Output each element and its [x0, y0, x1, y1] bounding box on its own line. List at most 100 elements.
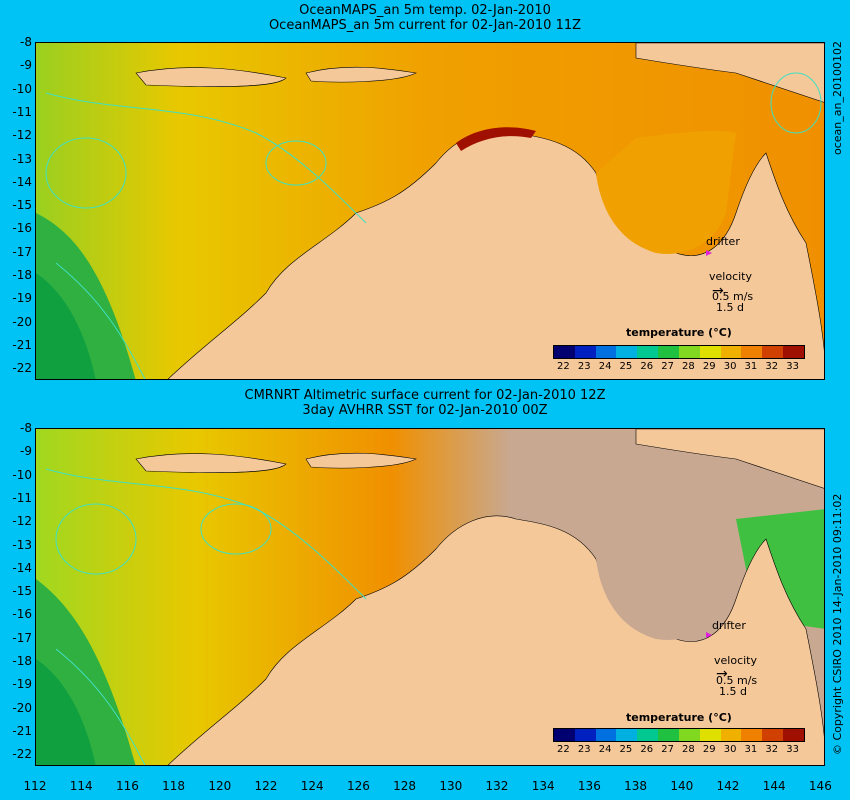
colorbar-tick-label: 33: [786, 361, 799, 372]
y-axis-tick-label: -9: [20, 444, 32, 459]
colorbar-segment: [616, 729, 638, 741]
y-axis-tick-label: -22: [12, 747, 32, 762]
x-axis-tick-label: 120: [208, 779, 232, 793]
colorbar-segment: [762, 729, 784, 741]
top-colorbar: [553, 345, 805, 359]
top-velocity-value: 0.5 m/s: [712, 290, 754, 303]
colorbar-tick-label: 24: [598, 361, 612, 372]
x-axis-tick-label: 128: [393, 779, 417, 793]
colorbar-tick-label: 23: [577, 361, 591, 372]
top-png-land: [635, 43, 824, 103]
y-axis-tick-label: -8: [20, 421, 32, 435]
bottom-velocity-label: velocity: [714, 654, 757, 667]
colorbar-tick-label: 22: [557, 361, 570, 372]
bottom-title-line2: 3day AVHRR SST for 02-Jan-2010 00Z: [302, 403, 548, 418]
y-axis-tick-label: -11: [12, 490, 32, 505]
top-legend-title: temperature (°C): [626, 326, 732, 339]
bottom-drifter-marker: [706, 632, 712, 638]
x-axis-tick-label: 134: [531, 779, 555, 793]
colorbar-tick-label: 28: [682, 744, 695, 755]
colorbar-tick-label: 28: [682, 361, 695, 372]
top-drifter-marker: [706, 250, 712, 256]
top-velocity-days: 1.5 d: [716, 301, 744, 314]
colorbar-tick-label: 30: [723, 744, 737, 755]
colorbar-segment: [616, 346, 638, 358]
y-axis-tick-label: -13: [12, 537, 32, 552]
y-axis-tick-label: -15: [12, 584, 32, 599]
bottom-velocity-arrow-icon: →: [716, 666, 728, 682]
y-axis-tick-label: -20: [12, 314, 32, 329]
x-axis-tick-label: 118: [162, 779, 186, 793]
colorbar-segment: [762, 346, 784, 358]
x-axis-tick-label: 122: [254, 779, 278, 793]
y-axis-tick-label: -19: [12, 677, 32, 692]
x-axis-tick-label: 142: [716, 779, 740, 793]
bottom-map-panel: drifter velocity → 0.5 m/s 1.5 d tempera…: [35, 428, 825, 766]
colorbar-tick-label: 31: [744, 744, 758, 755]
bottom-colorbar: [553, 728, 805, 742]
y-axis-tick-label: -14: [12, 560, 32, 575]
x-axis-tick-label: 114: [69, 779, 93, 793]
colorbar-segment: [637, 346, 659, 358]
bottom-png-land: [635, 429, 824, 489]
colorbar-tick-label: 27: [661, 361, 674, 372]
top-drifter-label: drifter: [706, 235, 740, 248]
y-axis-tick-label: -12: [12, 128, 32, 143]
y-axis-tick-label: -10: [12, 81, 32, 96]
colorbar-segment: [574, 729, 596, 741]
colorbar-segment: [658, 346, 679, 358]
x-axis-tick-label: 138: [624, 779, 648, 793]
colorbar-tick-label: 23: [577, 744, 591, 755]
bottom-drifter-label: drifter: [712, 619, 746, 632]
colorbar-tick-label: 24: [598, 744, 612, 755]
colorbar-segment: [678, 729, 700, 741]
colorbar-tick-label: 26: [640, 744, 654, 755]
y-axis-tick-label: -16: [12, 607, 32, 622]
top-side-label: ocean_an_20100102: [831, 41, 844, 155]
top-title-line1: OceanMAPS_an 5m temp. 02-Jan-2010: [299, 3, 551, 18]
x-axis-tick-label: 132: [485, 779, 509, 793]
colorbar-segment: [720, 346, 742, 358]
colorbar-segment: [678, 346, 700, 358]
colorbar-segment: [658, 729, 679, 741]
colorbar-segment: [554, 346, 575, 358]
x-axis-tick-label: 140: [670, 779, 694, 793]
top-map-svg: [36, 43, 824, 379]
colorbar-tick-label: 31: [744, 361, 758, 372]
y-axis-tick-label: -21: [12, 337, 32, 352]
y-axis-tick-label: -15: [12, 198, 32, 213]
colorbar-tick-label: 29: [702, 744, 716, 755]
top-title-line2: OceanMAPS_an 5m current for 02-Jan-2010 …: [268, 18, 582, 33]
colorbar-segment: [741, 346, 763, 358]
bottom-side-label: © Copyright CSIRO 2010 14-Jan-2010 09:11…: [831, 493, 844, 755]
colorbar-segment: [637, 729, 659, 741]
y-axis-tick-label: -10: [12, 467, 32, 482]
y-axis-tick-label: -17: [12, 630, 32, 645]
colorbar-tick-label: 32: [765, 361, 779, 372]
y-axis-tick-label: -17: [12, 244, 32, 259]
colorbar-segment: [741, 729, 763, 741]
colorbar-segment: [595, 729, 617, 741]
colorbar-segment: [720, 729, 742, 741]
colorbar-tick-label: 22: [557, 744, 570, 755]
x-axis-tick-label: 126: [346, 779, 370, 793]
colorbar-tick-label: 25: [619, 361, 633, 372]
y-axis-tick-label: -21: [12, 723, 32, 738]
colorbar-segment: [574, 346, 596, 358]
y-axis-tick-label: -19: [12, 291, 32, 306]
top-map-panel: drifter velocity → 0.5 m/s 1.5 d tempera…: [35, 42, 825, 380]
colorbar-tick-label: 30: [723, 361, 737, 372]
x-axis-tick-label: 146: [808, 779, 832, 793]
bottom-title-line1: CMRNRT Altimetric surface current for 02…: [244, 388, 606, 403]
x-axis-tick-label: 124: [300, 779, 324, 793]
x-axis-tick-label: 144: [762, 779, 786, 793]
colorbar-segment: [783, 729, 804, 741]
top-velocity-label: velocity: [709, 270, 752, 283]
x-axis-tick-label: 116: [115, 779, 139, 793]
y-axis-tick-label: -16: [12, 221, 32, 236]
colorbar-segment: [595, 346, 617, 358]
bottom-legend-title: temperature (°C): [626, 711, 732, 724]
colorbar-segment: [699, 346, 721, 358]
colorbar-segment: [554, 729, 575, 741]
y-axis-tick-label: -13: [12, 151, 32, 166]
